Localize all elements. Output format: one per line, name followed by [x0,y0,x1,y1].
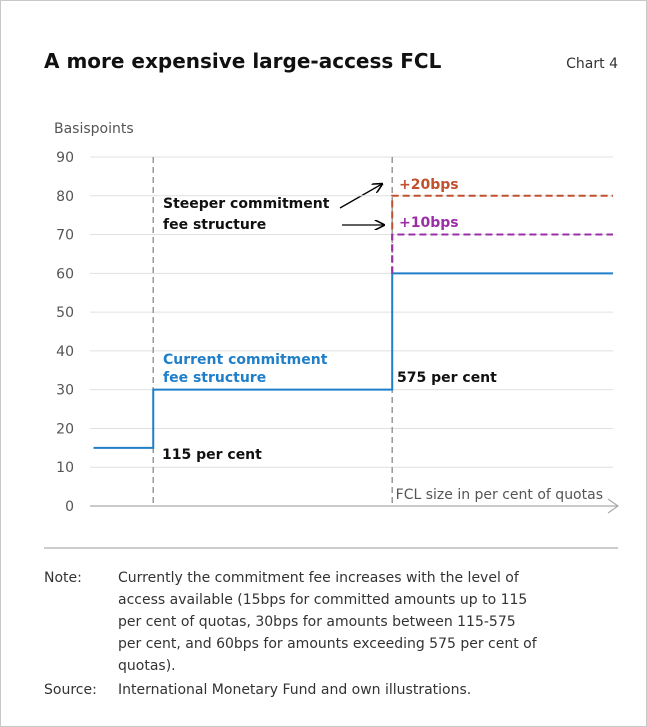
series-label: Current commitment [163,352,328,368]
y-tick-label: 0 [65,499,74,515]
y-tick-label: 70 [56,228,74,244]
series-label: +20bps [399,177,459,193]
source-text: International Monetary Fund and own illu… [118,682,471,698]
annotation: 575 per cent [397,370,497,386]
source-label: Source: [44,682,97,698]
note-text: quotas). [118,658,176,674]
note-label: Note: [44,570,82,586]
series-label: fee structure [163,370,266,386]
y-tick-label: 30 [56,383,74,399]
y-axis-label: Basispoints [54,121,134,137]
x-axis-arrow [607,498,620,514]
chart-title: A more expensive large-access FCL [44,49,442,73]
annotation: 115 per cent [162,447,262,463]
y-tick-label: 40 [56,344,74,360]
annotation: fee structure [163,217,266,233]
note-text: access available (15bps for committed am… [118,592,527,608]
series-label: +10bps [399,215,459,231]
note-text: per cent of quotas, 30bps for amounts be… [118,614,516,630]
note-text: per cent, and 60bps for amounts exceedin… [118,636,538,652]
y-tick-label: 20 [56,421,74,437]
x-label-bg [356,484,604,502]
y-tick-label: 10 [56,460,74,476]
annotation: Steeper commitment [163,196,330,212]
step-line [391,233,613,274]
chart-number: Chart 4 [566,56,618,72]
step-line [93,272,613,449]
y-tick-label: 80 [56,189,74,205]
y-tick-label: 50 [56,305,74,321]
y-tick-label: 90 [56,150,74,166]
note-text: Currently the commitment fee increases w… [118,570,520,586]
x-axis-label: FCL size in per cent of quotas [396,487,603,503]
y-tick-label: 60 [56,266,74,282]
